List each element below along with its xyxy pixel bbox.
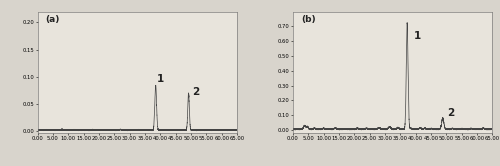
Text: (b): (b) [301,15,316,24]
Text: 2: 2 [447,108,454,118]
Text: 1: 1 [414,31,422,41]
Text: (a): (a) [46,15,60,24]
Text: 2: 2 [192,87,200,97]
Text: 1: 1 [156,74,164,84]
